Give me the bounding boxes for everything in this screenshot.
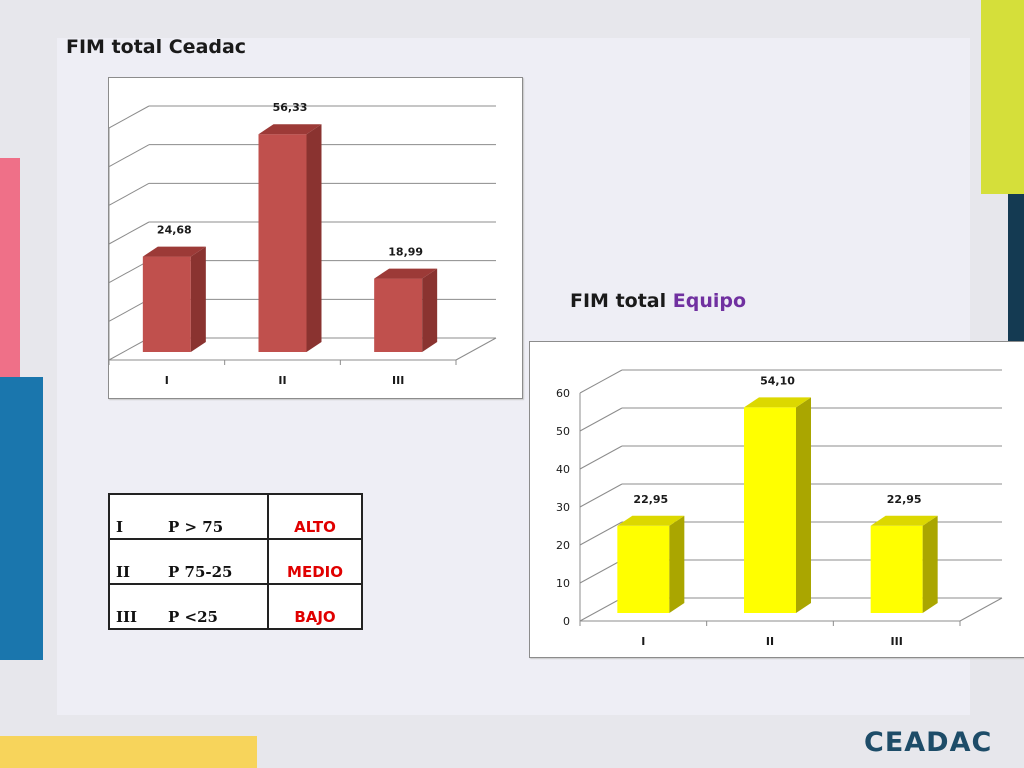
bar-side — [922, 515, 938, 613]
gridline-diagonal — [109, 337, 150, 361]
chart-equipo: 0 10 20 30 40 50 60 22,95 I 54,10 II 22,95 III — [529, 341, 1024, 658]
x-tick-label: I — [165, 374, 169, 387]
bar-side — [190, 246, 206, 352]
y-tick-label: 60 — [556, 387, 570, 400]
gridline-diagonal — [579, 369, 623, 394]
legend-row: I P > 75 ALTO — [108, 493, 363, 540]
legend-row: II P 75-25 MEDIO — [108, 538, 363, 585]
gridline-diagonal — [579, 445, 623, 470]
gridline-diagonal — [109, 260, 150, 284]
bar-top — [744, 397, 811, 408]
legend-row: III P <25 BAJO — [108, 583, 363, 630]
bar-III — [870, 515, 938, 613]
chart2-title: FIM total Equipo — [570, 290, 746, 312]
legend-class-cell: MEDIO — [267, 538, 363, 585]
bar-front — [142, 256, 191, 352]
chart2-title-prefix: FIM total — [570, 290, 673, 312]
y-tick-label: 40 — [556, 463, 570, 476]
legend-level: II — [116, 563, 131, 581]
legend-level-cell: II P 75-25 — [108, 538, 269, 585]
bar-top — [617, 515, 685, 526]
gridline-diagonal — [109, 298, 150, 322]
bar-I — [617, 515, 685, 613]
chart1-title: FIM total Ceadac — [66, 36, 247, 58]
gridline-diagonal — [109, 221, 150, 245]
gridline-diagonal — [579, 483, 623, 508]
legend-class-cell: BAJO — [267, 583, 363, 630]
bar-front — [870, 525, 923, 613]
bar-front — [744, 407, 796, 613]
y-tick-label: 20 — [556, 539, 570, 552]
decor-yellow-bar — [0, 736, 257, 768]
gridline-diagonal — [109, 144, 150, 168]
bar-top — [142, 246, 206, 257]
bar-II — [258, 124, 322, 352]
decor-pink-bar — [0, 158, 20, 380]
legend-range: P > 75 — [168, 518, 224, 536]
data-label: 18,99 — [388, 246, 423, 259]
bar-I — [142, 246, 206, 352]
x-tick-label: II — [278, 374, 286, 387]
legend-level: III — [116, 608, 138, 626]
x-tick-label: I — [641, 635, 645, 648]
legend-class-cell: ALTO — [267, 493, 363, 540]
bar-front — [258, 134, 307, 352]
decor-lime-bar — [981, 0, 1024, 194]
bar-side — [422, 268, 438, 352]
gridline-diagonal — [579, 597, 623, 622]
legend-level-cell: III P <25 — [108, 583, 269, 630]
fim-level-legend: I P > 75 ALTO II P 75-25 MEDIO III P <25 BA… — [108, 493, 363, 630]
gridline-diagonal — [109, 105, 150, 129]
legend-level-cell: I P > 75 — [108, 493, 269, 540]
data-label: 22,95 — [633, 493, 668, 506]
decor-blue-bar — [0, 377, 43, 660]
floor-edge — [455, 337, 497, 361]
data-label: 54,10 — [760, 374, 795, 387]
decor-navy-bar — [1008, 194, 1024, 342]
legend-range: P 75-25 — [168, 563, 233, 581]
ceadac-logo: CEADAC — [864, 727, 993, 758]
gridline-diagonal — [109, 182, 150, 206]
bar-side — [669, 515, 685, 613]
bar-II — [744, 397, 811, 613]
data-label: 56,33 — [273, 101, 308, 114]
y-tick-label: 10 — [556, 577, 570, 590]
legend-range: P <25 — [168, 608, 218, 626]
bar-side — [796, 397, 811, 613]
x-tick-label: III — [392, 374, 404, 387]
x-tick-label: III — [891, 635, 903, 648]
bar-side — [306, 124, 322, 352]
bar-III — [374, 268, 438, 352]
gridline-diagonal — [579, 407, 623, 432]
data-label: 24,68 — [157, 224, 192, 237]
chart-equipo-svg: 0 10 20 30 40 50 60 22,95 I 54,10 II 22,95 III — [556, 369, 1003, 648]
bar-top — [258, 124, 322, 135]
bar-top — [374, 268, 438, 279]
gridline-diagonal — [579, 559, 623, 584]
bar-front — [374, 278, 423, 352]
y-tick-label: 50 — [556, 425, 570, 438]
chart2-title-accent: Equipo — [672, 290, 747, 312]
gridline-diagonal — [579, 521, 623, 546]
x-tick-label: II — [766, 635, 774, 648]
legend-level: I — [116, 518, 124, 536]
y-tick-label: 30 — [556, 501, 570, 514]
y-tick-label: 0 — [563, 615, 570, 628]
floor-edge — [959, 597, 1003, 622]
bar-front — [617, 525, 670, 613]
data-label: 22,95 — [887, 493, 922, 506]
bar-top — [870, 515, 938, 526]
